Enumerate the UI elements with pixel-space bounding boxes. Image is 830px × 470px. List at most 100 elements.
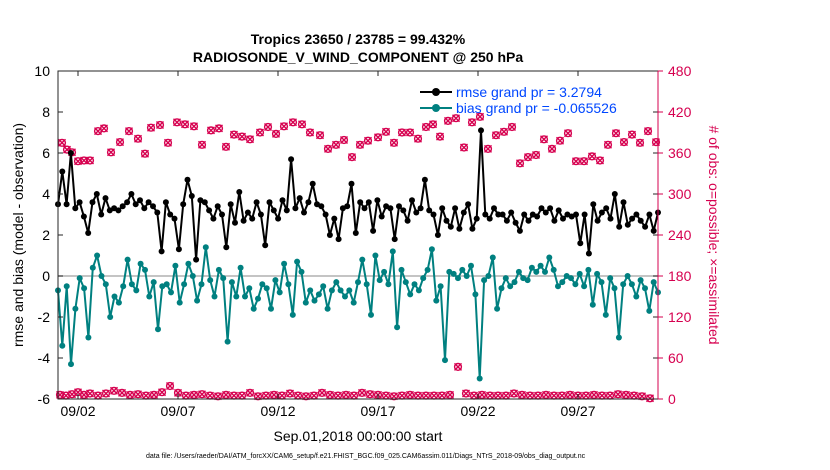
bias-point: [624, 273, 631, 279]
rmse-point: [594, 217, 601, 224]
obs-possible-marker-cross: [612, 129, 620, 138]
obs-possible-marker: [115, 138, 125, 147]
obs-possible-marker: [627, 130, 637, 139]
rmse-point: [413, 209, 420, 216]
obs-possible-marker-circle: [435, 132, 445, 141]
rmse-point: [85, 230, 92, 236]
obs-possible-marker-cross: [532, 151, 540, 159]
bias-point: [259, 281, 266, 288]
obs-assimilated-marker: [189, 390, 199, 400]
bias-point: [381, 268, 388, 275]
obs-possible-marker-cross: [516, 159, 524, 168]
rmse-point: [201, 199, 208, 206]
bias-point: [550, 266, 557, 273]
rmse-point: [516, 227, 523, 234]
bias-point: [333, 279, 340, 286]
bias-point: [546, 254, 553, 261]
obs-possible-marker-circle: [163, 138, 173, 147]
chart-subtitle: RADIOSONDE_V_WIND_COMPONENT @ 250 hPa: [193, 49, 523, 65]
obs-possible-marker: [305, 128, 315, 137]
obs-possible-marker-circle: [305, 128, 315, 137]
obs-possible-marker-cross: [452, 114, 460, 123]
obs-possible-marker: [297, 120, 307, 129]
obs-assimilated-marker-circle: [189, 390, 199, 400]
bias-point: [250, 305, 257, 312]
rmse-point: [551, 217, 558, 224]
bias-point: [402, 279, 409, 286]
obs-possible-marker: [603, 140, 613, 149]
obs-possible-marker-cross: [604, 140, 612, 149]
obs-assimilated-marker-cross: [294, 391, 302, 400]
obs-possible-marker: [363, 136, 373, 145]
rmse-point: [326, 232, 333, 238]
rmse-point: [171, 215, 178, 222]
rmse-point: [361, 205, 368, 212]
obs-possible-marker: [99, 124, 109, 133]
bias-point: [598, 279, 605, 286]
right-tick-label: 420: [668, 104, 692, 120]
obs-assimilated-marker-circle: [645, 394, 655, 403]
obs-assimilated-marker: [101, 389, 111, 398]
rmse-point: [611, 191, 618, 197]
obs-possible-marker: [373, 133, 383, 142]
obs-assimilated-marker: [453, 362, 463, 372]
obs-possible-marker-circle: [451, 114, 461, 123]
obs-possible-marker-cross: [207, 126, 215, 135]
obs-possible-marker: [381, 127, 391, 136]
rmse-point: [585, 250, 592, 257]
obs-assimilated-marker-circle: [213, 392, 223, 401]
obs-possible-marker-circle: [133, 134, 143, 143]
bias-point: [172, 262, 179, 269]
rmse-point: [525, 217, 532, 224]
obs-possible-marker-cross: [324, 144, 332, 153]
obs-possible-marker: [339, 135, 349, 145]
obs-assimilated-marker-cross: [478, 390, 486, 399]
obs-possible-marker: [428, 120, 438, 129]
obs-assimilated-marker-cross: [166, 382, 174, 390]
obs-possible-marker-circle: [73, 157, 83, 166]
rmse-point: [150, 203, 156, 210]
obs-possible-marker-circle: [651, 138, 661, 147]
bias-point: [559, 279, 566, 286]
bias-point: [346, 287, 353, 294]
rmse-point: [301, 209, 307, 216]
rmse-point: [288, 156, 295, 163]
bias-point: [633, 293, 640, 300]
obs-possible-marker: [279, 122, 289, 131]
obs-possible-marker-circle: [523, 153, 533, 162]
rmse-point: [318, 203, 325, 210]
obs-possible-marker-circle: [271, 129, 281, 139]
right-tick-label: 480: [668, 63, 692, 79]
obs-possible-marker-circle: [603, 140, 613, 149]
obs-possible-marker: [405, 128, 415, 137]
rmse-point: [581, 211, 588, 218]
bias-point: [555, 283, 561, 290]
rmse-point: [279, 197, 286, 204]
obs-possible-marker-cross: [340, 136, 348, 144]
rmse-point: [409, 197, 415, 204]
bias-point: [637, 277, 644, 284]
rmse-point: [417, 205, 424, 212]
rmse-point: [624, 221, 631, 228]
bias-point: [372, 252, 379, 259]
obs-possible-marker: [355, 140, 365, 149]
left-tick-label: -4: [38, 350, 51, 366]
bias-point: [272, 277, 279, 284]
bias-point: [155, 326, 161, 333]
legend-rmse-marker: [432, 88, 440, 96]
chart-title: Tropics 23650 / 23785 = 99.432%: [251, 31, 466, 47]
rmse-point: [642, 223, 649, 230]
obs-possible-marker-cross: [246, 135, 254, 144]
obs-possible-marker-circle: [79, 156, 89, 165]
rmse-point: [158, 248, 165, 255]
obs-possible-marker-circle: [363, 136, 373, 145]
x-tick-label: 09/17: [360, 403, 395, 419]
obs-assimilated-marker-cross: [270, 390, 278, 399]
obs-possible-marker-cross: [63, 145, 71, 154]
obs-assimilated-marker: [117, 388, 127, 398]
x-tick-label: 09/27: [560, 403, 595, 419]
bias-point: [476, 375, 483, 382]
rmse-point: [590, 201, 597, 208]
obs-assimilated-marker-circle: [445, 390, 455, 400]
obs-possible-marker-circle: [627, 130, 637, 139]
